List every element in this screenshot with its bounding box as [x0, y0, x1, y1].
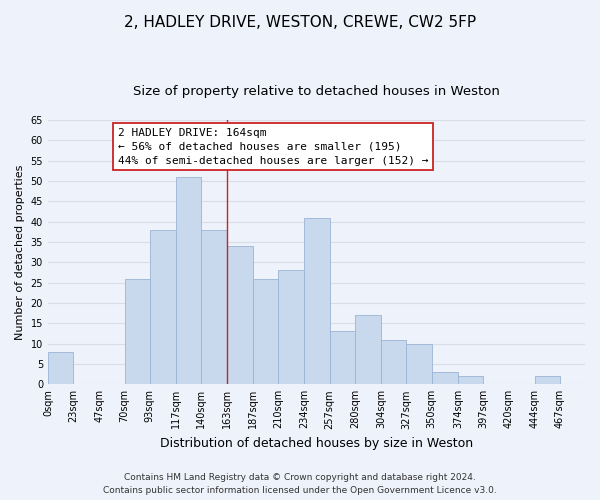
Text: 2 HADLEY DRIVE: 164sqm
← 56% of detached houses are smaller (195)
44% of semi-de: 2 HADLEY DRIVE: 164sqm ← 56% of detached… — [118, 128, 428, 166]
Text: 2, HADLEY DRIVE, WESTON, CREWE, CW2 5FP: 2, HADLEY DRIVE, WESTON, CREWE, CW2 5FP — [124, 15, 476, 30]
Bar — [48, 352, 73, 384]
Y-axis label: Number of detached properties: Number of detached properties — [15, 164, 25, 340]
Bar — [329, 332, 355, 384]
Bar — [227, 246, 253, 384]
Title: Size of property relative to detached houses in Weston: Size of property relative to detached ho… — [133, 85, 500, 98]
Bar — [535, 376, 560, 384]
Bar — [150, 230, 176, 384]
Text: Contains HM Land Registry data © Crown copyright and database right 2024.
Contai: Contains HM Land Registry data © Crown c… — [103, 474, 497, 495]
Bar — [381, 340, 406, 384]
Bar — [202, 230, 227, 384]
Bar — [304, 218, 329, 384]
Bar — [355, 315, 381, 384]
Bar — [176, 177, 202, 384]
Bar — [458, 376, 483, 384]
Bar — [431, 372, 458, 384]
X-axis label: Distribution of detached houses by size in Weston: Distribution of detached houses by size … — [160, 437, 473, 450]
Bar — [406, 344, 431, 384]
Bar — [125, 278, 150, 384]
Bar — [278, 270, 304, 384]
Bar — [253, 278, 278, 384]
